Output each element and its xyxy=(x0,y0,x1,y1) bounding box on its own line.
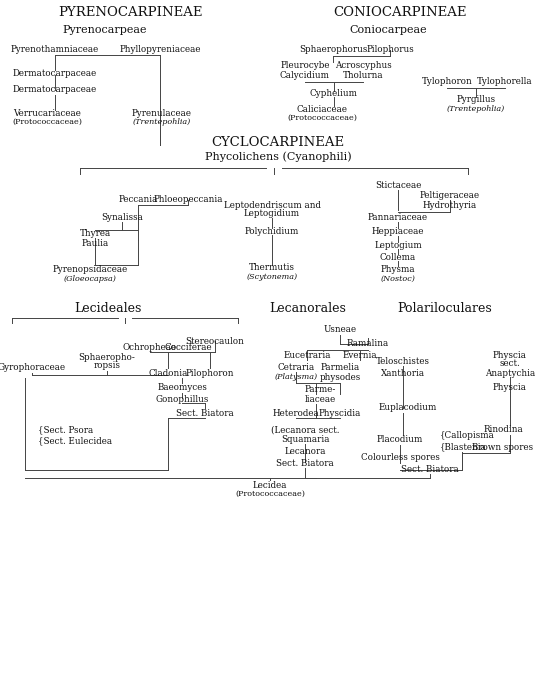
Text: (Scytonema): (Scytonema) xyxy=(246,273,297,281)
Text: Pleurocybe: Pleurocybe xyxy=(280,62,330,71)
Text: Lecideales: Lecideales xyxy=(74,302,142,314)
Text: PYRENOCARPINEAE: PYRENOCARPINEAE xyxy=(58,6,202,20)
Text: (Protococcaceae): (Protococcaceae) xyxy=(12,118,82,126)
Text: Phycolichens (Cyanophili): Phycolichens (Cyanophili) xyxy=(205,152,351,162)
Text: Eucetraria: Eucetraria xyxy=(283,351,331,360)
Text: Sect. Biatora: Sect. Biatora xyxy=(401,466,459,475)
Text: Cladonia: Cladonia xyxy=(148,368,188,377)
Text: Rinodina: Rinodina xyxy=(483,426,523,435)
Text: Coniocarpeae: Coniocarpeae xyxy=(349,25,427,35)
Text: Pyrenothamniaceae: Pyrenothamniaceae xyxy=(11,46,99,55)
Text: Gyrophoraceae: Gyrophoraceae xyxy=(0,363,66,372)
Text: Gonophillus: Gonophillus xyxy=(155,395,209,405)
Text: (Gloeocapsa): (Gloeocapsa) xyxy=(64,275,116,283)
Text: Colourless spores: Colourless spores xyxy=(361,454,440,463)
Text: Physcia: Physcia xyxy=(493,351,527,360)
Text: Sect. Biatora: Sect. Biatora xyxy=(276,459,334,468)
Text: Hydrothyria: Hydrothyria xyxy=(423,200,477,209)
Text: Heterodea: Heterodea xyxy=(273,409,319,417)
Text: Dermatocarpaceae: Dermatocarpaceae xyxy=(13,85,97,94)
Text: Polariloculares: Polariloculares xyxy=(398,302,492,314)
Text: Xanthoria: Xanthoria xyxy=(381,370,425,379)
Text: CONIOCARPINEAE: CONIOCARPINEAE xyxy=(333,6,466,20)
Text: (Protococcaceae): (Protococcaceae) xyxy=(235,490,305,498)
Text: Caliciaceae: Caliciaceae xyxy=(296,104,348,113)
Text: Peccania: Peccania xyxy=(118,195,158,204)
Text: Phyllopyreniaceae: Phyllopyreniaceae xyxy=(119,46,200,55)
Text: Synalissa: Synalissa xyxy=(101,214,143,223)
Text: Sect. Biatora: Sect. Biatora xyxy=(176,409,234,417)
Text: Paulia: Paulia xyxy=(81,239,109,248)
Text: Thermutis: Thermutis xyxy=(249,263,295,272)
Text: Acroscyphus: Acroscyphus xyxy=(335,62,391,71)
Text: CYCLOCARPINEAE: CYCLOCARPINEAE xyxy=(212,136,344,148)
Text: (Trentepohlia): (Trentepohlia) xyxy=(133,118,191,126)
Text: Brown spores: Brown spores xyxy=(473,444,534,452)
Text: Dermatocarpaceae: Dermatocarpaceae xyxy=(13,69,97,78)
Text: Lecidea: Lecidea xyxy=(253,480,287,489)
Text: Parmelia: Parmelia xyxy=(320,363,360,372)
Text: Pyrenulaceae: Pyrenulaceae xyxy=(132,108,192,118)
Text: Thyrea: Thyrea xyxy=(80,228,111,237)
Text: sect.: sect. xyxy=(500,360,520,368)
Text: Ochropheae: Ochropheae xyxy=(123,342,177,351)
Text: (Trentepohlia): (Trentepohlia) xyxy=(447,105,505,113)
Text: liaceae: liaceae xyxy=(305,395,335,403)
Text: Pannariaceae: Pannariaceae xyxy=(368,214,428,223)
Text: Heppiaceae: Heppiaceae xyxy=(372,228,424,237)
Text: Stictaceae: Stictaceae xyxy=(375,181,421,190)
Text: Stereocaulon: Stereocaulon xyxy=(185,337,244,346)
Text: Verrucariaceae: Verrucariaceae xyxy=(13,108,81,118)
Text: Leptogidium: Leptogidium xyxy=(244,209,300,218)
Text: Calycidium: Calycidium xyxy=(280,71,330,80)
Text: Squamaria: Squamaria xyxy=(281,435,329,444)
Text: Parme-: Parme- xyxy=(304,386,335,395)
Text: Usneae: Usneae xyxy=(324,326,357,335)
Text: (Nostoc): (Nostoc) xyxy=(381,275,416,283)
Text: Pyrenocarpeae: Pyrenocarpeae xyxy=(63,25,147,35)
Text: Polychidium: Polychidium xyxy=(245,227,299,235)
Text: {Blastenia: {Blastenia xyxy=(440,442,487,452)
Text: Lecanorales: Lecanorales xyxy=(269,302,347,314)
Text: Physma: Physma xyxy=(381,265,416,274)
Text: (Lecanora sect.: (Lecanora sect. xyxy=(270,426,339,435)
Text: Placodium: Placodium xyxy=(377,435,423,444)
Text: Peltigeraceae: Peltigeraceae xyxy=(420,190,480,199)
Text: Anaptychia: Anaptychia xyxy=(485,368,535,377)
Text: Pilophorus: Pilophorus xyxy=(366,46,414,55)
Text: Sphaerophorus: Sphaerophorus xyxy=(299,46,367,55)
Text: physodes: physodes xyxy=(319,372,361,382)
Text: {Callopisma: {Callopisma xyxy=(440,431,495,440)
Text: (Protococcaceae): (Protococcaceae) xyxy=(287,114,357,122)
Text: Evernia: Evernia xyxy=(343,351,377,360)
Text: Physcidia: Physcidia xyxy=(319,409,361,417)
Text: Cocciferae: Cocciferae xyxy=(164,342,212,351)
Text: Teloschistes: Teloschistes xyxy=(376,356,430,365)
Text: {Sect. Psora: {Sect. Psora xyxy=(38,426,94,435)
Text: Pyrgillus: Pyrgillus xyxy=(456,95,496,104)
Text: Pyrenopsidaceae: Pyrenopsidaceae xyxy=(53,265,128,274)
Text: (Platysma): (Platysma) xyxy=(274,373,318,381)
Text: Euplacodium: Euplacodium xyxy=(379,403,437,412)
Text: Lecanora: Lecanora xyxy=(284,447,326,456)
Text: Cetraria: Cetraria xyxy=(277,363,315,372)
Text: Sphaeropho-: Sphaeropho- xyxy=(78,353,136,361)
Text: {Sect. Eulecidea: {Sect. Eulecidea xyxy=(38,437,112,445)
Text: Tylophorella: Tylophorella xyxy=(477,78,533,87)
Text: Collema: Collema xyxy=(380,253,416,262)
Text: Tylophoron: Tylophoron xyxy=(422,78,473,87)
Text: Tholurna: Tholurna xyxy=(343,71,383,80)
Text: Ramalina: Ramalina xyxy=(347,340,389,349)
Text: ropsis: ropsis xyxy=(94,361,120,370)
Text: Leptogium: Leptogium xyxy=(374,241,422,249)
Text: Baeomyces: Baeomyces xyxy=(157,384,207,393)
Text: Phloeopeccania: Phloeopeccania xyxy=(153,195,223,204)
Text: Pilophoron: Pilophoron xyxy=(186,368,234,377)
Text: Leptodendriscum and: Leptodendriscum and xyxy=(223,200,320,209)
Text: Cyphelium: Cyphelium xyxy=(310,90,358,99)
Text: Physcia: Physcia xyxy=(493,382,527,391)
